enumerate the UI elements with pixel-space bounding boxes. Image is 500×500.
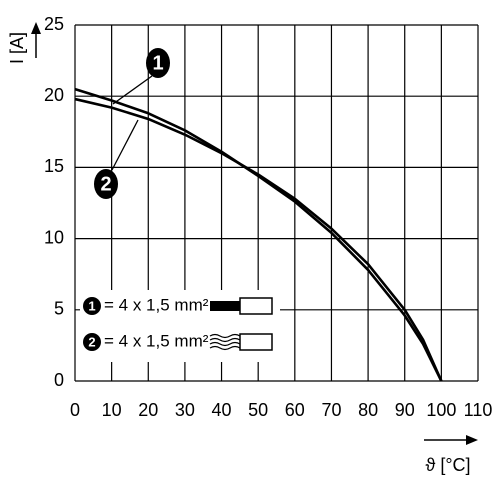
stranded-cable-sleeve [239,333,273,351]
curve-marker-label: 2 [100,173,111,195]
legend-marker-label: 1 [88,298,95,313]
leader-line [112,75,153,105]
x-tick-label: 40 [212,400,232,420]
x-tick-label: 80 [358,400,378,420]
curve-marker-label: 1 [152,52,163,74]
x-tick-label: 10 [102,400,122,420]
y-tick-label: 25 [44,14,64,34]
x-tick-label: 0 [70,400,80,420]
y-axis-label: I [A] [7,32,27,64]
curve-marker [146,48,170,78]
x-tick-label: 60 [285,400,305,420]
leader-line [111,119,139,171]
x-axis-label: ϑ [°C] [425,455,470,475]
y-tick-label: 10 [44,227,64,247]
x-arrowhead [466,435,478,445]
solid-cable-icon [210,301,240,311]
y-tick-label: 15 [44,156,64,176]
legend-marker-label: 2 [88,334,95,349]
y-tick-label: 5 [54,299,64,319]
x-tick-label: 70 [321,400,341,420]
stranded-cable-icon [209,333,241,351]
curve [74,87,443,382]
solid-cable-sleeve [239,297,273,315]
y-tick-label: 0 [54,370,64,390]
legend-label: = 4 x 1,5 mm² [104,331,209,350]
x-tick-label: 110 [464,400,493,420]
x-tick-label: 100 [426,400,456,420]
legend-label: = 4 x 1,5 mm² [104,295,209,314]
legend-marker [83,297,101,315]
y-tick-label: 20 [44,85,64,105]
curve-marker [94,169,118,199]
curve [74,97,443,382]
x-tick-label: 30 [175,400,195,420]
x-tick-label: 50 [248,400,268,420]
x-tick-label: 20 [138,400,158,420]
legend-marker [83,333,101,351]
x-tick-label: 90 [395,400,415,420]
y-arrowhead [31,22,41,34]
